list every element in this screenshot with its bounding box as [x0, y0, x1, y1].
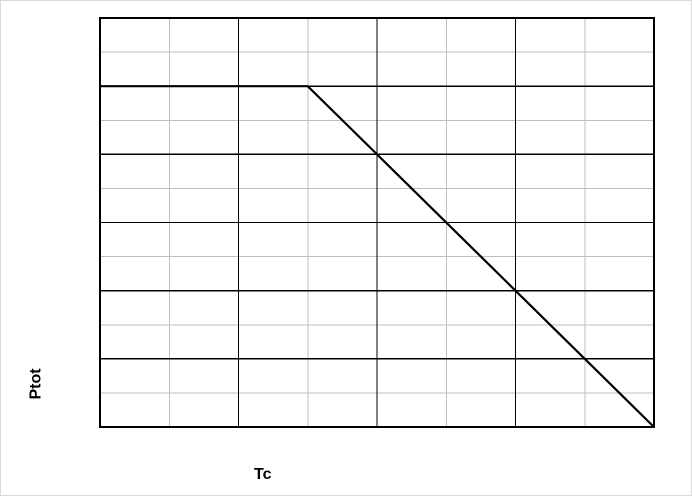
major-grid [99, 17, 655, 428]
y-axis-label: Ptot [27, 368, 45, 400]
plot-area-border [99, 17, 655, 428]
series-layer [100, 85, 655, 428]
series-line-0 [100, 85, 655, 428]
x-axis-label: Tc [254, 466, 272, 483]
